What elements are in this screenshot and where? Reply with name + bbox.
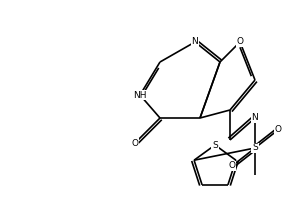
Text: O: O [274, 126, 281, 134]
Text: NH: NH [133, 90, 147, 99]
Text: O: O [131, 138, 139, 148]
Text: S: S [212, 140, 218, 150]
Text: N: N [192, 38, 198, 46]
Text: N: N [252, 114, 258, 122]
Text: S: S [252, 144, 258, 152]
Text: O: O [229, 162, 236, 170]
Text: O: O [236, 38, 244, 46]
